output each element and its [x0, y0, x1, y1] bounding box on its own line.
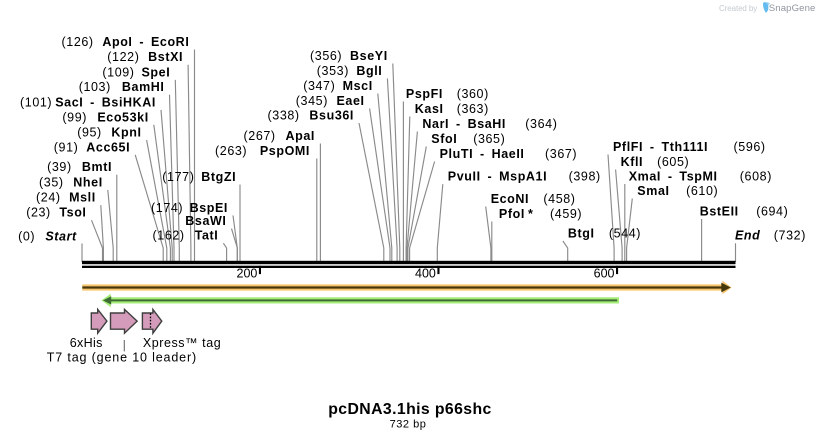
svg-text:(365): (365) — [473, 132, 505, 146]
svg-text:SfoI: SfoI — [431, 132, 457, 146]
svg-text:(91): (91) — [54, 140, 79, 154]
svg-text:(596): (596) — [734, 140, 766, 154]
svg-text:(605): (605) — [657, 155, 689, 169]
svg-text:BmtI: BmtI — [82, 160, 112, 174]
svg-text:(360): (360) — [457, 87, 489, 101]
svg-text:ApoI - EcoRI: ApoI - EcoRI — [102, 35, 189, 49]
svg-text:SpeI: SpeI — [141, 65, 170, 79]
svg-text:(126): (126) — [62, 35, 94, 49]
svg-text:BtgZI: BtgZI — [201, 170, 236, 184]
svg-text:600: 600 — [594, 267, 615, 281]
svg-text:(174): (174) — [151, 201, 183, 215]
svg-text:BseYI: BseYI — [350, 49, 388, 63]
svg-text:400: 400 — [415, 267, 436, 281]
svg-text:(353): (353) — [317, 64, 349, 78]
svg-text:BglI: BglI — [356, 64, 382, 78]
svg-text:Xpress™ tag: Xpress™ tag — [143, 336, 221, 350]
svg-text:732 bp: 732 bp — [390, 419, 427, 431]
svg-text:(363): (363) — [457, 102, 489, 116]
svg-text:(177): (177) — [162, 170, 194, 184]
svg-text:PluTI - HaeII: PluTI - HaeII — [440, 147, 525, 161]
svg-text:(345): (345) — [296, 94, 328, 108]
svg-text:Acc65I: Acc65I — [86, 140, 130, 154]
svg-text:(544): (544) — [609, 227, 641, 241]
svg-text:(263): (263) — [215, 144, 247, 158]
svg-text:200: 200 — [237, 267, 258, 281]
svg-text:(610): (610) — [686, 184, 718, 198]
svg-text:SmaI: SmaI — [637, 184, 669, 198]
svg-text:6xHis: 6xHis — [70, 336, 103, 350]
svg-text:(398): (398) — [569, 170, 601, 184]
svg-text:EcoNI: EcoNI — [491, 192, 529, 206]
svg-text:(732): (732) — [774, 229, 806, 243]
svg-text:PfoI *: PfoI * — [499, 207, 534, 221]
svg-text:Eco53kI: Eco53kI — [97, 110, 148, 124]
svg-text:(103): (103) — [79, 80, 111, 94]
svg-text:BsaWI: BsaWI — [185, 214, 226, 228]
svg-text:(24): (24) — [36, 191, 61, 205]
svg-text:T7 tag (gene 10 leader): T7 tag (gene 10 leader) — [47, 350, 197, 364]
svg-text:PspOMI: PspOMI — [260, 144, 310, 158]
svg-text:pcDNA3.1his p66shc: pcDNA3.1his p66shc — [328, 401, 491, 418]
svg-text:EaeI: EaeI — [336, 94, 364, 108]
svg-text:(364): (364) — [525, 117, 557, 131]
svg-text:KflI: KflI — [621, 155, 644, 169]
svg-text:(459): (459) — [550, 207, 582, 221]
svg-text:(23): (23) — [26, 206, 51, 220]
svg-text:Created by: Created by — [719, 4, 757, 13]
svg-text:(101): (101) — [20, 95, 52, 109]
svg-text:PvuII - MspA1I: PvuII - MspA1I — [448, 170, 547, 184]
svg-text:PspFI: PspFI — [406, 87, 443, 101]
svg-text:Start: Start — [45, 229, 77, 243]
svg-text:(35): (35) — [39, 176, 64, 190]
svg-text:SacI - BsiHKAI: SacI - BsiHKAI — [55, 95, 156, 109]
svg-text:PflFI - Tth111I: PflFI - Tth111I — [613, 140, 708, 154]
svg-text:BamHI: BamHI — [122, 80, 165, 94]
svg-text:(109): (109) — [102, 65, 134, 79]
svg-text:NarI - BsaHI: NarI - BsaHI — [422, 117, 506, 131]
svg-text:(122): (122) — [107, 50, 139, 64]
svg-text:(162): (162) — [153, 229, 185, 243]
svg-text:BstXI: BstXI — [148, 50, 183, 64]
svg-text:XmaI - TspMI: XmaI - TspMI — [629, 170, 718, 184]
svg-text:(267): (267) — [244, 129, 276, 143]
svg-text:(0): (0) — [18, 229, 35, 243]
svg-text:(338): (338) — [268, 109, 300, 123]
svg-text:KasI: KasI — [415, 102, 444, 116]
svg-text:ApaI: ApaI — [286, 129, 316, 143]
svg-text:MslI: MslI — [69, 191, 96, 205]
svg-text:MscI: MscI — [343, 79, 373, 93]
svg-text:(367): (367) — [545, 147, 577, 161]
svg-text:TatI: TatI — [195, 229, 219, 243]
svg-text:BtgI: BtgI — [568, 227, 595, 241]
svg-text:(347): (347) — [303, 79, 335, 93]
svg-text:TsoI: TsoI — [59, 206, 86, 220]
svg-text:End: End — [735, 229, 760, 243]
svg-text:(458): (458) — [543, 192, 575, 206]
svg-text:BspEI: BspEI — [190, 201, 228, 215]
svg-text:(39): (39) — [47, 160, 72, 174]
svg-text:SnapGene: SnapGene — [769, 3, 816, 14]
svg-text:(95): (95) — [77, 126, 102, 140]
svg-text:(99): (99) — [62, 110, 87, 124]
svg-text:NheI: NheI — [73, 176, 103, 190]
svg-text:(694): (694) — [756, 205, 788, 219]
svg-text:Bsu36I: Bsu36I — [309, 109, 354, 123]
svg-text:(608): (608) — [740, 170, 772, 184]
svg-text:(356): (356) — [310, 49, 342, 63]
svg-text:BstEII: BstEII — [700, 205, 739, 219]
svg-text:KpnI: KpnI — [111, 126, 141, 140]
